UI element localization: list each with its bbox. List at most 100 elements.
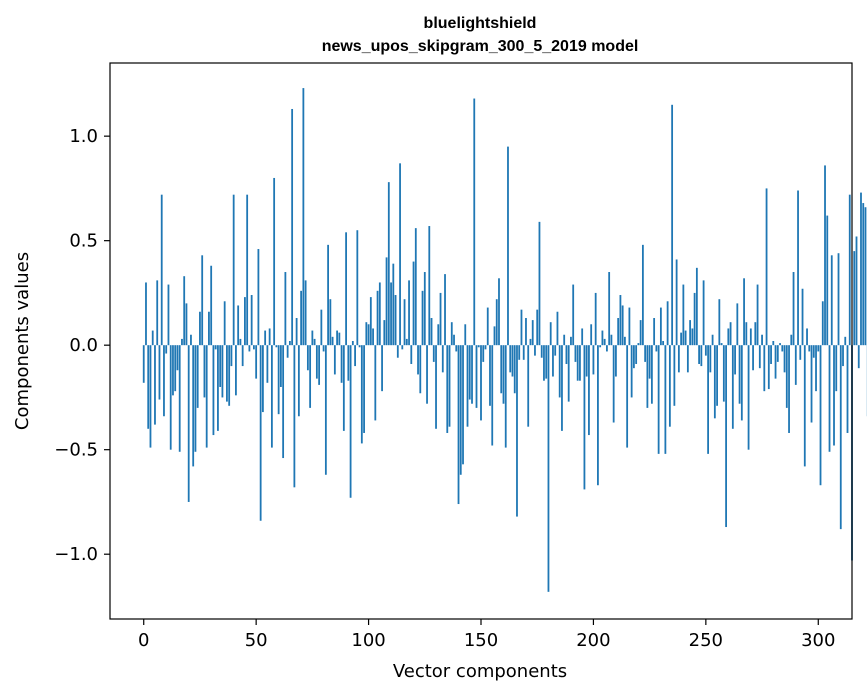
bar-component-141 — [459, 345, 462, 475]
bar-component-71 — [302, 88, 305, 346]
bar-component-118 — [408, 280, 410, 346]
bar-component-177 — [540, 345, 543, 358]
bar-component-67 — [293, 345, 296, 488]
bar-component-23 — [194, 345, 197, 452]
bar-component-305 — [828, 345, 831, 452]
x-tick-label: 50 — [245, 630, 268, 651]
bar-component-220 — [637, 343, 640, 346]
bar-component-159 — [500, 345, 503, 394]
bar-component-54 — [264, 330, 267, 346]
bar-component-303 — [824, 165, 826, 346]
bar-component-1 — [145, 282, 147, 346]
bar-component-15 — [176, 345, 179, 371]
bar-component-96 — [358, 345, 361, 348]
bar-component-5 — [154, 345, 156, 425]
bar-component-18 — [183, 276, 186, 346]
bar-component-151 — [482, 345, 485, 362]
bar-component-162 — [507, 146, 509, 346]
bar-component-295 — [806, 328, 808, 346]
bar-component-181 — [549, 322, 552, 346]
bar-component-14 — [174, 345, 177, 392]
bar-component-103 — [374, 345, 377, 421]
bar-component-246 — [695, 267, 698, 346]
bar-component-308 — [835, 345, 838, 392]
bar-component-11 — [167, 284, 170, 346]
bar-component-171 — [527, 345, 530, 427]
bar-component-99 — [365, 322, 368, 346]
y-axis-label: Components values — [12, 252, 33, 430]
bar-component-250 — [704, 345, 707, 356]
bar-component-158 — [498, 278, 500, 346]
bar-component-156 — [493, 326, 496, 346]
bar-component-248 — [700, 345, 703, 367]
bar-component-289 — [792, 272, 795, 346]
x-tick-label: 150 — [464, 630, 498, 651]
bar-component-44 — [241, 345, 244, 367]
bar-component-219 — [635, 345, 638, 364]
bar-component-35 — [221, 345, 224, 398]
bar-component-64 — [286, 345, 289, 358]
bar-component-10 — [165, 345, 168, 354]
bar-component-216 — [628, 307, 631, 346]
bar-component-77 — [315, 345, 318, 379]
bar-component-215 — [626, 345, 629, 448]
bar-component-63 — [284, 272, 287, 346]
bar-component-319 — [860, 192, 862, 346]
bar-component-283 — [779, 343, 781, 346]
bar-component-76 — [313, 338, 316, 346]
bar-component-69 — [297, 345, 300, 417]
bar-component-120 — [412, 261, 415, 346]
bar-component-205 — [603, 338, 606, 346]
bar-component-286 — [785, 345, 788, 408]
bar-component-285 — [783, 345, 786, 373]
bar-component-81 — [324, 345, 327, 475]
bar-component-121 — [414, 228, 417, 346]
bar-component-157 — [495, 299, 498, 346]
bar-component-223 — [644, 345, 647, 362]
bar-component-226 — [650, 345, 653, 404]
bar-component-268 — [745, 322, 748, 346]
bar-component-290 — [794, 345, 797, 385]
bar-component-267 — [743, 278, 745, 346]
bar-component-243 — [689, 320, 692, 346]
bar-component-72 — [304, 280, 307, 346]
bar-component-180 — [547, 345, 550, 592]
bar-component-17 — [181, 338, 183, 346]
bar-component-238 — [677, 345, 680, 373]
bar-component-94 — [354, 345, 356, 367]
bar-component-146 — [471, 345, 473, 404]
bar-component-310 — [839, 345, 842, 530]
bar-component-98 — [363, 345, 365, 433]
bar-component-82 — [327, 244, 329, 346]
bar-component-261 — [729, 322, 732, 346]
bar-component-314 — [848, 194, 851, 346]
bar-component-200 — [592, 345, 595, 375]
bar-component-263 — [734, 345, 736, 375]
bar-component-65 — [288, 341, 291, 346]
bar-component-110 — [390, 282, 392, 346]
bar-component-264 — [736, 303, 739, 346]
bar-component-206 — [606, 345, 608, 352]
bar-component-29 — [208, 311, 210, 346]
bar-component-135 — [446, 345, 449, 433]
bar-component-114 — [399, 163, 401, 346]
bar-component-273 — [756, 284, 759, 346]
bar-component-225 — [648, 345, 651, 379]
bar-component-278 — [767, 345, 770, 390]
bar-component-170 — [525, 318, 527, 346]
bar-component-7 — [158, 345, 161, 400]
bar-component-247 — [698, 345, 700, 364]
bar-component-190 — [570, 336, 572, 346]
y-tick-label: 1.0 — [69, 126, 98, 147]
bar-component-227 — [653, 318, 656, 346]
bar-component-202 — [597, 345, 599, 486]
bar-component-33 — [217, 345, 219, 431]
bar-component-113 — [396, 345, 399, 358]
bar-component-317 — [855, 236, 858, 346]
bar-component-237 — [675, 259, 678, 346]
bar-component-184 — [556, 311, 559, 346]
bar-component-78 — [318, 345, 321, 385]
bar-component-116 — [403, 299, 406, 346]
bar-component-25 — [199, 311, 201, 346]
x-tick-label: 0 — [138, 630, 149, 651]
